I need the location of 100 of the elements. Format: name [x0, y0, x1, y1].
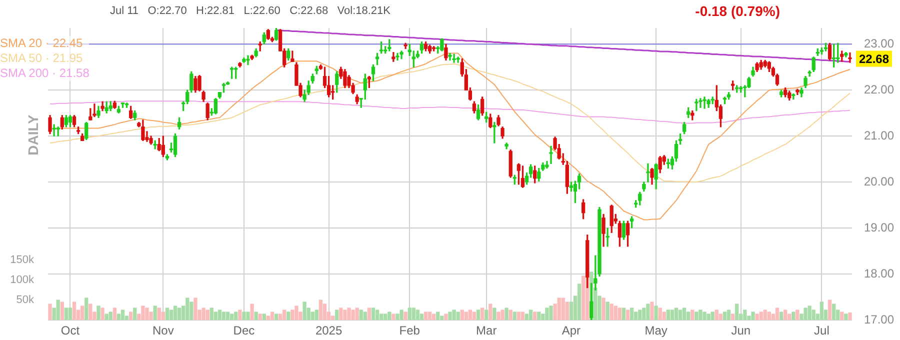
- bar: [141, 306, 145, 320]
- bar: [416, 310, 420, 320]
- x-tick-label: 2025: [315, 324, 342, 338]
- bar: [565, 302, 569, 320]
- bar: [706, 314, 710, 320]
- bar: [484, 310, 488, 320]
- bar: [796, 310, 800, 320]
- bar: [832, 304, 836, 320]
- bar: [610, 304, 614, 320]
- bar: [165, 308, 170, 320]
- bar: [230, 314, 234, 320]
- bar: [396, 314, 400, 320]
- bar: [674, 308, 678, 320]
- y-tick-label: 18.00: [864, 266, 894, 280]
- x-tick-label: Mar: [476, 324, 497, 338]
- bar: [464, 312, 468, 320]
- bar: [512, 312, 516, 320]
- bar: [343, 310, 347, 320]
- bar: [371, 308, 376, 320]
- bar: [812, 310, 816, 320]
- bar: [108, 312, 112, 320]
- y2-tick-label: 100k: [10, 274, 34, 286]
- bar: [730, 314, 735, 320]
- bar: [322, 304, 327, 320]
- bar: [581, 276, 586, 320]
- y-tick-label: 19.00: [864, 220, 894, 234]
- bar: [561, 298, 565, 320]
- bar: [784, 310, 788, 320]
- bar: [480, 308, 484, 320]
- bar: [690, 310, 694, 320]
- bar: [351, 310, 355, 320]
- bar: [618, 308, 622, 320]
- bar: [722, 312, 727, 320]
- x-tick-label: Jun: [731, 324, 751, 338]
- bar: [250, 304, 254, 320]
- bar: [274, 314, 278, 320]
- bar: [214, 312, 218, 320]
- bar: [500, 310, 504, 320]
- bar: [194, 298, 198, 320]
- bar: [412, 308, 416, 320]
- bar: [496, 312, 500, 320]
- bar: [577, 284, 582, 320]
- bar: [614, 306, 618, 320]
- bar: [400, 310, 404, 320]
- bar: [290, 310, 294, 320]
- candlestick: [392, 52, 396, 62]
- bar: [96, 306, 100, 320]
- bar: [133, 308, 137, 320]
- bar: [190, 302, 194, 320]
- bar: [64, 308, 68, 320]
- bar: [153, 306, 157, 320]
- bar: [504, 308, 508, 320]
- candlestick: [698, 98, 702, 108]
- bar: [266, 316, 270, 320]
- bar: [177, 308, 182, 320]
- bar: [755, 314, 759, 320]
- x-tick-label: Nov: [152, 324, 174, 338]
- y2-tick-label: 50k: [16, 294, 34, 306]
- bar: [278, 314, 282, 320]
- bar: [710, 312, 714, 320]
- bar: [157, 308, 161, 320]
- candlestick: [848, 52, 852, 63]
- bar: [792, 312, 796, 320]
- bar: [743, 310, 747, 320]
- bar: [476, 310, 480, 320]
- bar: [549, 306, 553, 320]
- y-tick-label: 23.00: [864, 36, 894, 50]
- candlestick: [694, 98, 698, 112]
- bar: [488, 304, 492, 320]
- y-tick-label: 21.00: [864, 128, 894, 142]
- bar: [516, 312, 521, 320]
- bar: [48, 304, 52, 320]
- bar: [759, 312, 763, 320]
- text: 22.68: [859, 52, 890, 66]
- bar: [779, 312, 784, 320]
- bar: [318, 300, 323, 320]
- bar: [654, 306, 658, 320]
- bar: [120, 310, 125, 320]
- bar: [128, 312, 133, 320]
- bar: [173, 306, 178, 320]
- bar: [246, 312, 250, 320]
- bar: [145, 308, 149, 320]
- bar: [270, 312, 274, 320]
- bar: [234, 312, 238, 320]
- bar: [533, 312, 537, 320]
- bar: [448, 312, 452, 320]
- text: SMA 50 · 21.95: [0, 51, 84, 66]
- candlestick: [52, 124, 56, 136]
- bar: [763, 310, 767, 320]
- candlestick: [452, 54, 456, 63]
- bar: [331, 316, 335, 320]
- bar: [646, 304, 650, 320]
- bar: [678, 310, 682, 320]
- bar: [222, 312, 226, 320]
- bar: [820, 302, 824, 320]
- bar: [432, 314, 436, 320]
- bar: [440, 316, 444, 320]
- bar: [363, 312, 367, 320]
- bar: [670, 310, 674, 320]
- bar: [254, 312, 258, 320]
